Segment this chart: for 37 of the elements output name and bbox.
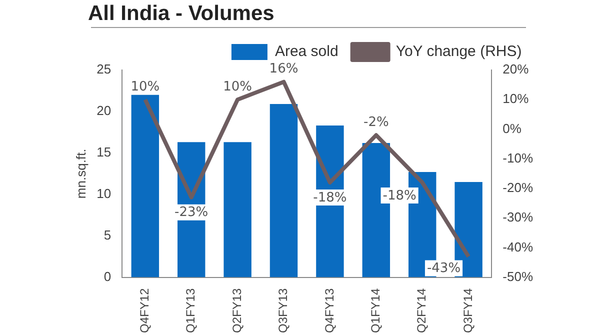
chart-title: All India - Volumes	[88, 2, 274, 26]
x-tick-label: Q3FY14	[460, 288, 475, 334]
bar	[270, 104, 298, 278]
y-tick-label: 20	[96, 103, 112, 118]
x-tick-label: Q4FY12	[137, 288, 152, 334]
y2-tick-label: -40%	[502, 239, 534, 254]
y2-tick-label: -20%	[502, 180, 534, 196]
x-tick-label: Q2FY13	[230, 288, 244, 334]
legend-label: Area sold	[274, 43, 338, 60]
y-axis-title: mn.sq.ft.	[73, 148, 88, 199]
data-label: -43%	[426, 261, 461, 276]
data-label: 10%	[130, 79, 160, 94]
y2-tick-label: -50%	[502, 268, 534, 284]
x-tick-label: Q4FY13	[322, 288, 336, 334]
bar	[224, 142, 252, 278]
x-tick-label: Q1FY13	[184, 288, 198, 334]
data-label: -2%	[363, 115, 389, 130]
y-tick-label: 0	[104, 268, 112, 284]
x-tick-label: Q1FY14	[368, 288, 382, 334]
y2-tick-label: 0%	[502, 120, 522, 136]
x-tick-label: Q3FY13	[276, 288, 290, 334]
y-tick-label: 10	[96, 186, 112, 201]
legend-label: YoY change (RHS)	[396, 43, 522, 60]
data-label: 10%	[223, 79, 252, 94]
data-label: -18%	[313, 190, 347, 206]
y-tick-label: 15	[96, 144, 112, 160]
y2-tick-label: 10%	[502, 91, 530, 106]
y2-tick-label: -30%	[502, 210, 534, 225]
data-label: -18%	[382, 188, 416, 204]
y2-tick-label: 20%	[502, 62, 530, 77]
x-tick-label: Q2FY14	[414, 288, 429, 334]
bar	[131, 94, 160, 278]
data-label: 16%	[269, 62, 298, 77]
y-tick-label: 5	[104, 227, 112, 242]
y2-tick-label: -10%	[502, 150, 534, 166]
y-tick-label: 25	[96, 62, 112, 77]
data-label: -23%	[174, 205, 208, 220]
